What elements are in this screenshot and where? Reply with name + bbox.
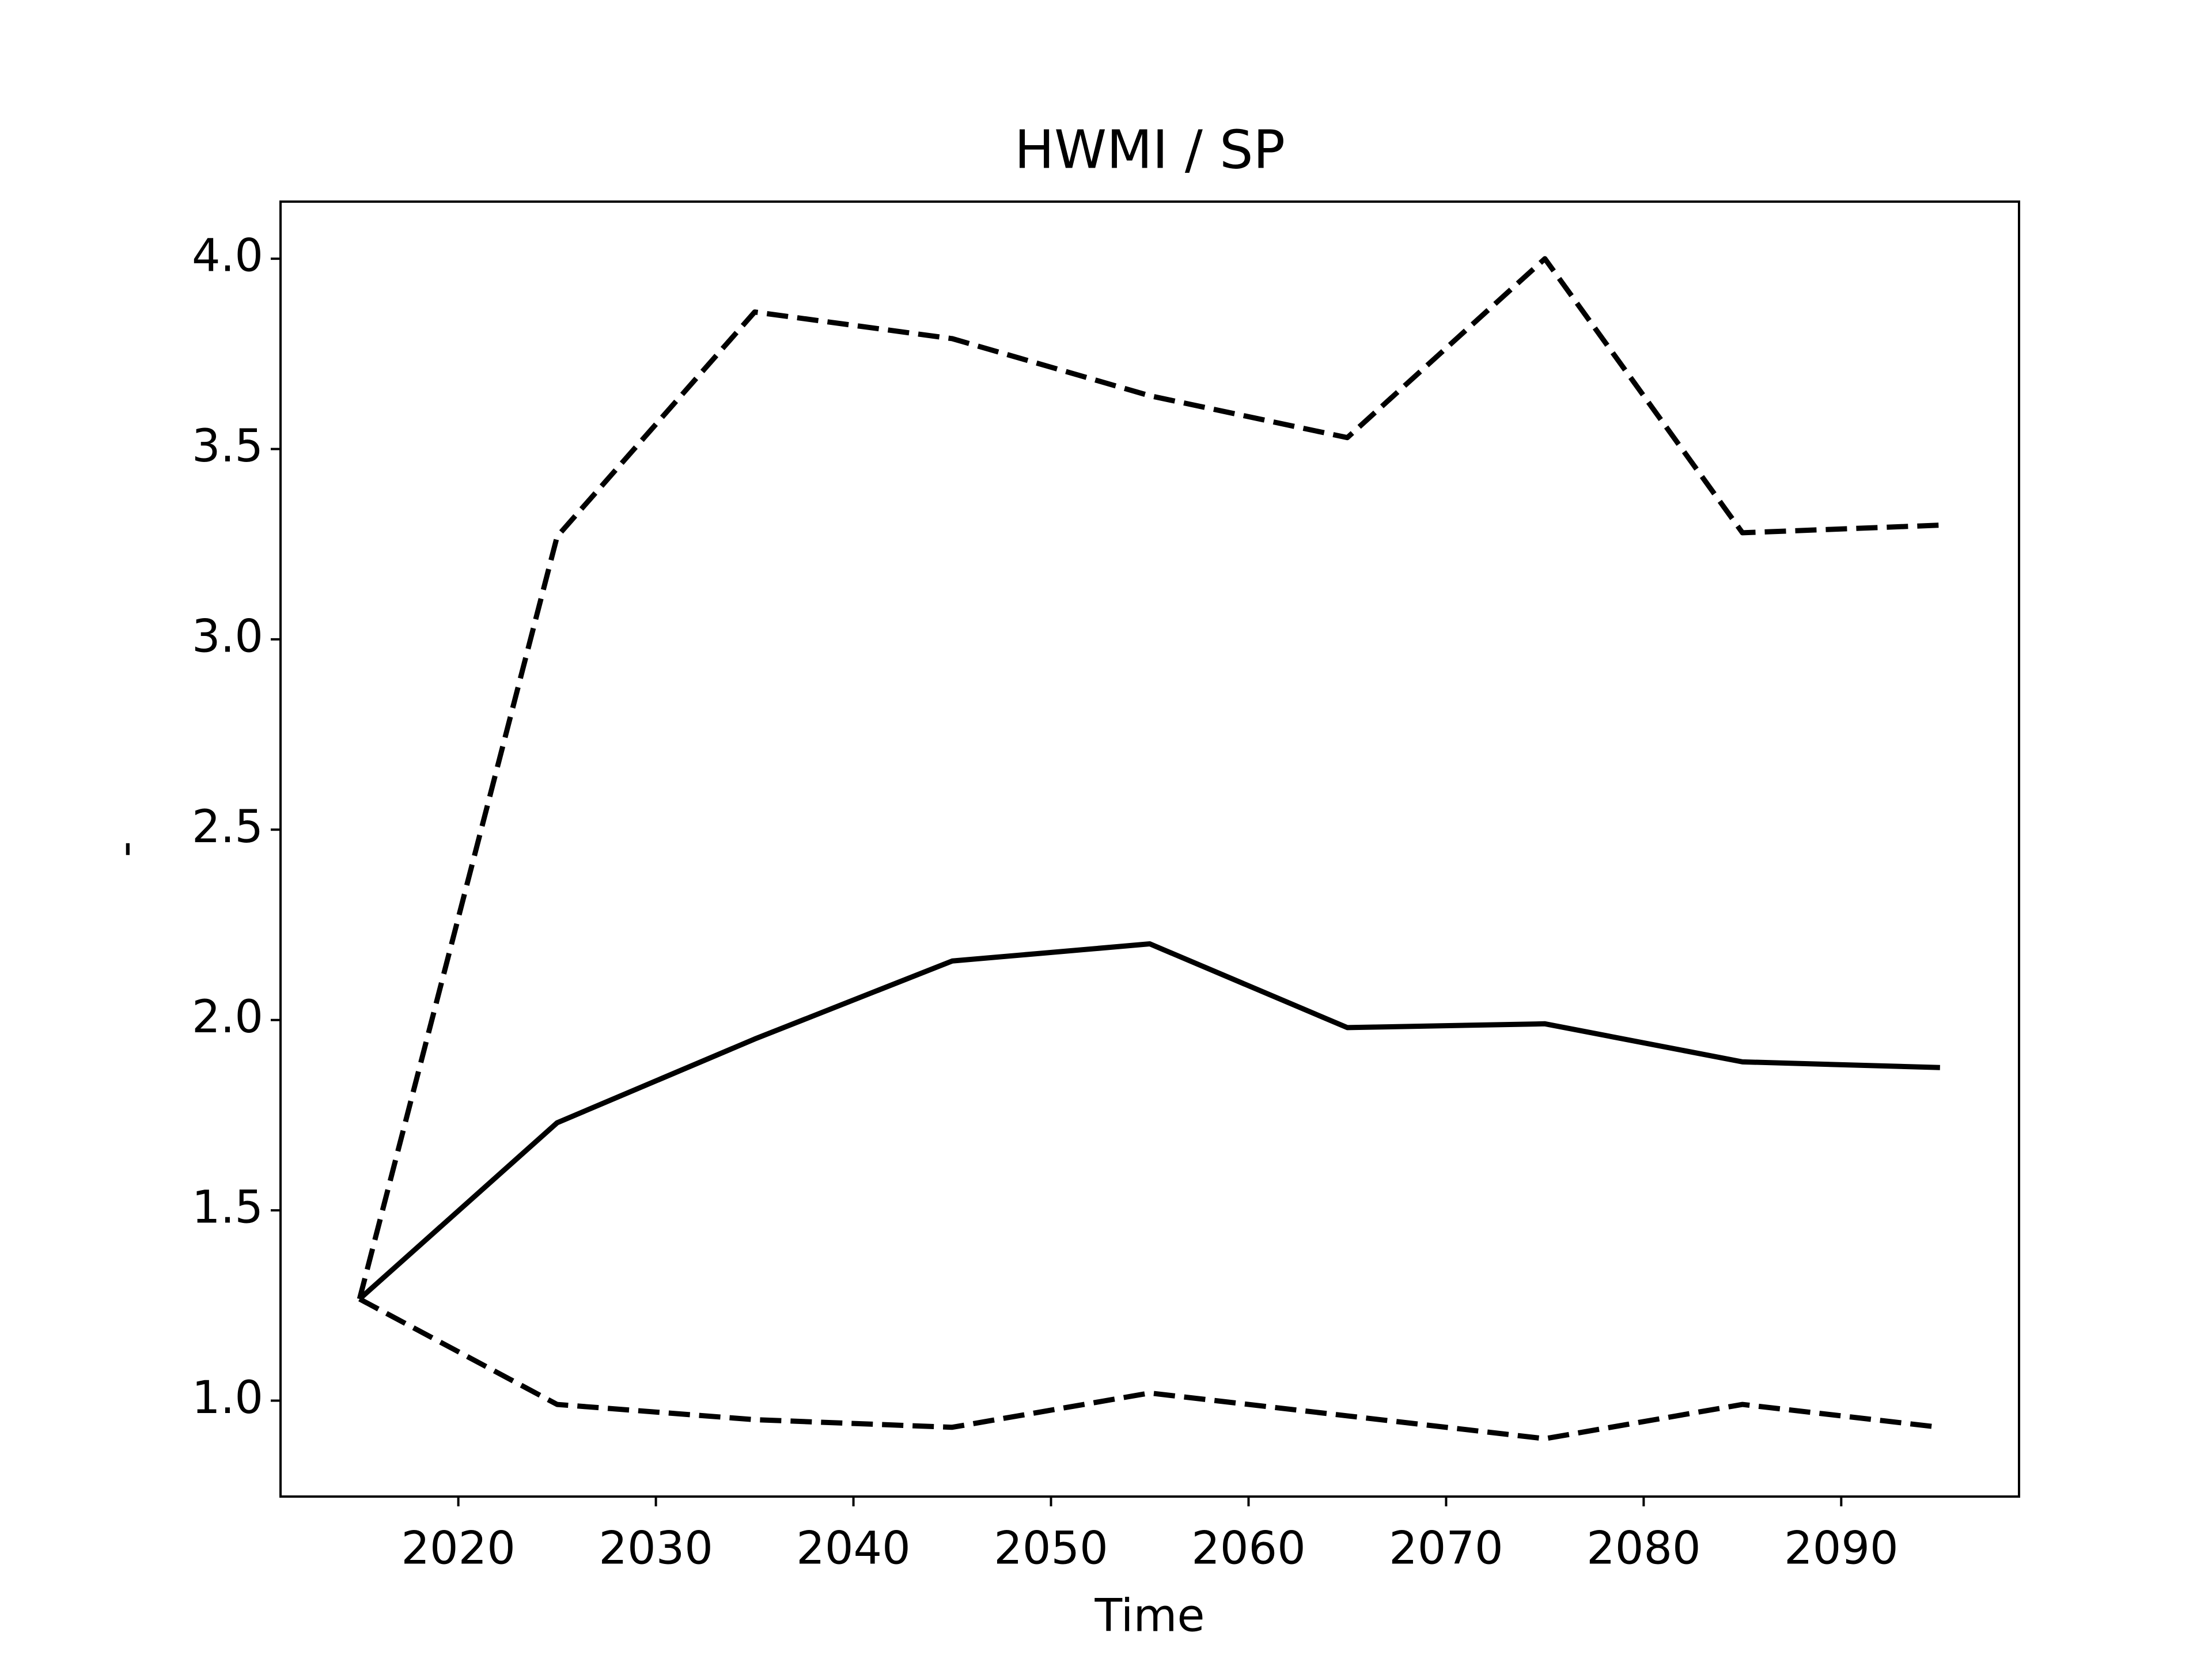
y-tick-label: 2.5 (192, 801, 263, 853)
x-tick-label: 2020 (401, 1522, 516, 1574)
y-tick-label: 3.5 (192, 421, 263, 472)
series-line (358, 941, 1940, 1301)
chart-title: HWMI / SP (1014, 119, 1285, 180)
x-tick-label: 2030 (599, 1522, 713, 1574)
y-tick-label: 1.5 (192, 1182, 263, 1234)
x-tick-label: 2060 (1191, 1522, 1306, 1574)
x-tick-label: 2080 (1586, 1522, 1701, 1574)
x-tick-label: 2050 (994, 1522, 1108, 1574)
y-tick-label: 2.0 (192, 991, 263, 1043)
x-tick-label: 2070 (1389, 1522, 1503, 1574)
x-axis-label: Time (1094, 1590, 1205, 1642)
series-line (358, 1297, 1941, 1442)
y-tick-label: 3.0 (192, 611, 263, 662)
y-tick-label: 4.0 (192, 230, 263, 282)
x-tick-label: 2040 (796, 1522, 911, 1574)
y-axis-label: - (99, 841, 151, 857)
y-tick-label: 1.0 (192, 1372, 263, 1424)
series-line (357, 256, 1940, 1300)
plot-frame (279, 200, 2020, 1498)
x-tick-label: 2090 (1784, 1522, 1899, 1574)
